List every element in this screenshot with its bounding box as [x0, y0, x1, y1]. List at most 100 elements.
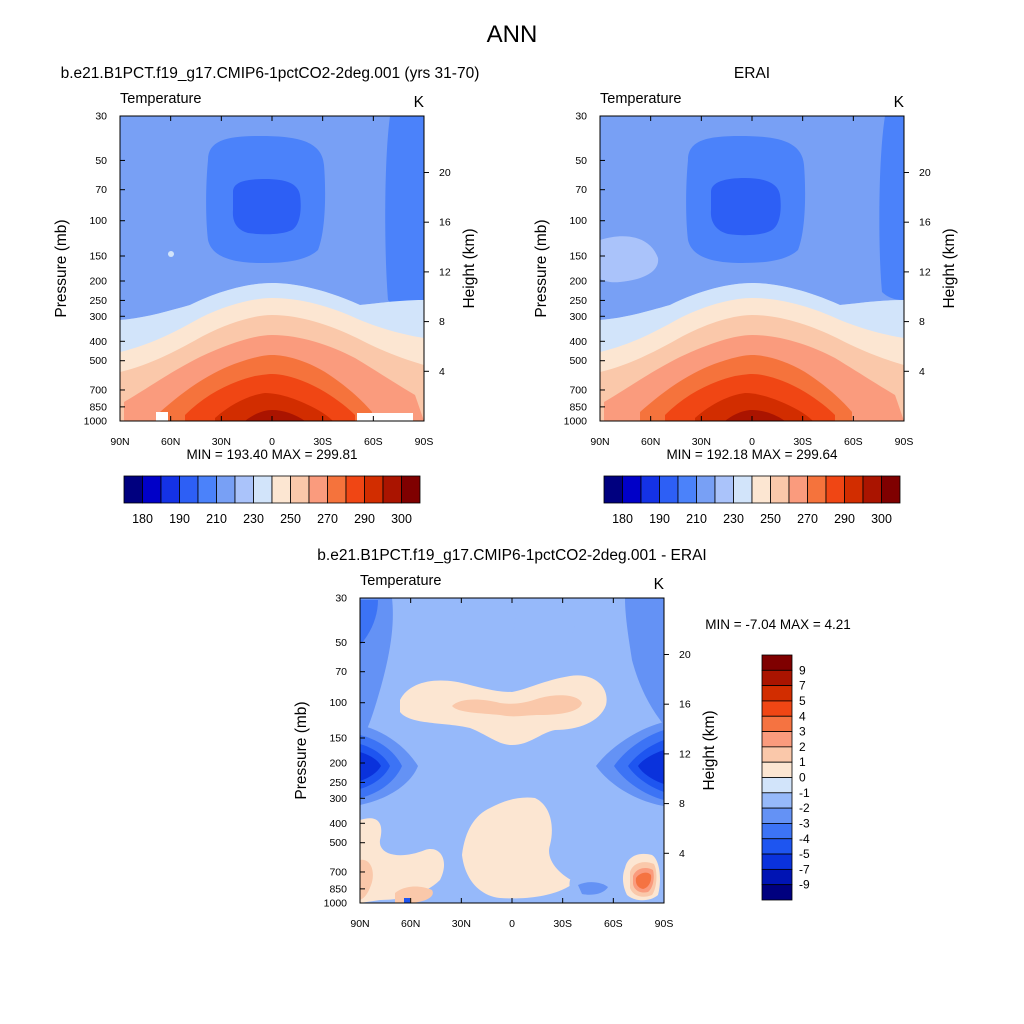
colorbar-swatch — [308, 475, 328, 504]
colorbar-tick-label: 290 — [354, 512, 375, 526]
panel-diff: b.e21.B1PCT.f19_g17.CMIP6-1pctCO2-2deg.0… — [293, 547, 851, 930]
y-tick-label: 300 — [569, 311, 587, 323]
panel-diff-colorbar: 9 754 321 0-1-2-3 -4-5-7 -9 — [761, 654, 810, 901]
colorbar-swatch — [714, 475, 734, 504]
colorbar-tick-label: 3 — [799, 725, 806, 739]
panel-diff-axes: 30 50 70 100 150 200 250 300 400 500 700 850 1000 20 1… — [293, 593, 718, 931]
panel-model-variable-label: Temperature — [120, 91, 201, 107]
x-tick-label: 30S — [553, 918, 572, 930]
contour-fill — [215, 393, 333, 421]
colorbar-tick-label: -9 — [799, 878, 810, 892]
colorbar-swatch — [881, 475, 901, 504]
colorbar-tick-label: 210 — [206, 512, 227, 526]
y-tick-label: 850 — [569, 401, 587, 413]
colorbar-swatch — [761, 685, 793, 702]
contour-fill — [360, 598, 664, 903]
colorbar-swatch — [733, 475, 753, 504]
y-tick-label: 300 — [89, 311, 107, 323]
y-axis-title: Pressure (mb) — [293, 701, 310, 799]
contour-fill — [462, 797, 575, 899]
colorbar-swatch — [761, 746, 793, 763]
colorbar-tick-label: 270 — [317, 512, 338, 526]
height-tick-label: 8 — [919, 316, 925, 328]
y-tick-label: 700 — [569, 384, 587, 396]
contour-fill — [635, 872, 652, 889]
figure-title: ANN — [487, 21, 538, 48]
height-tick-label: 12 — [679, 748, 691, 760]
colorbar-swatch — [382, 475, 402, 504]
panel-model-axes: 30 50 70 100 150 200 250 300 400 500 700 850 1000 20 1… — [53, 111, 478, 449]
colorbar-tick-label: 250 — [280, 512, 301, 526]
contour-fill — [625, 598, 664, 725]
y-tick-label: 30 — [95, 111, 107, 123]
colorbar-swatch — [761, 731, 793, 748]
y-tick-label: 70 — [575, 184, 587, 196]
colorbar-swatch — [640, 475, 660, 504]
y-tick-label: 70 — [95, 184, 107, 196]
colorbar-swatch — [761, 823, 793, 840]
x-tick-label: 30S — [313, 436, 332, 448]
y-tick-label: 200 — [329, 758, 347, 770]
colorbar-tick-label: -3 — [799, 816, 810, 830]
y-tick-label: 850 — [89, 401, 107, 413]
panel-model-stats: MIN = 193.40 MAX = 299.81 — [186, 447, 357, 462]
height-tick-label: 4 — [679, 848, 685, 860]
panel-model-contours — [120, 116, 424, 421]
y-tick-label: 100 — [569, 215, 587, 227]
x-tick-label: 60N — [641, 436, 660, 448]
panel-model-colorbar: 180 190 210 230 250 270 290 300 — [123, 475, 421, 526]
x-tick-label: 90S — [655, 918, 674, 930]
height-tick-label: 20 — [919, 167, 931, 179]
y-tick-label: 1000 — [84, 416, 108, 428]
x-tick-label: 90S — [895, 436, 914, 448]
y-tick-label: 500 — [329, 837, 347, 849]
colorbar-tick-label: 1 — [799, 755, 806, 769]
colorbar-swatch — [142, 475, 162, 504]
height-tick-label: 16 — [679, 699, 691, 711]
x-tick-label: 90N — [350, 918, 369, 930]
colorbar-swatch — [788, 475, 808, 504]
panel-diff-units-label: K — [654, 576, 665, 593]
colorbar-tick-label: 300 — [871, 512, 892, 526]
colorbar-tick-label: 230 — [723, 512, 744, 526]
colorbar-swatch — [761, 792, 793, 809]
colorbar-tick-label: -7 — [799, 862, 810, 876]
colorbar-swatch — [603, 475, 623, 504]
colorbar-swatch — [271, 475, 291, 504]
contour-fill — [695, 393, 813, 421]
colorbar-swatch — [160, 475, 180, 504]
colorbar-swatch — [825, 475, 845, 504]
colorbar-swatch — [761, 868, 793, 886]
x-tick-label: 60S — [844, 436, 863, 448]
colorbar-swatch — [807, 475, 827, 504]
panel-model-title: b.e21.B1PCT.f19_g17.CMIP6-1pctCO2-2deg.0… — [61, 65, 480, 82]
y-tick-label: 150 — [329, 732, 347, 744]
colorbar-tick-label: 9 — [799, 663, 806, 677]
colorbar-tick-label: -1 — [799, 786, 810, 800]
y-tick-label: 400 — [329, 818, 347, 830]
y-tick-label: 50 — [575, 155, 587, 167]
x-tick-label: 0 — [269, 436, 275, 448]
colorbar-swatch — [761, 807, 793, 824]
colorbar-swatch — [761, 715, 793, 732]
colorbar-tick-label: 250 — [760, 512, 781, 526]
y-axis-title: Pressure (mb) — [53, 219, 70, 317]
height-tick-label: 4 — [439, 366, 445, 378]
y-tick-label: 700 — [329, 866, 347, 878]
colorbar-swatch — [761, 884, 793, 901]
colorbar-tick-label: 190 — [649, 512, 670, 526]
colorbar-swatch — [761, 761, 793, 778]
y-tick-label: 500 — [89, 355, 107, 367]
colorbar-tick-label: 300 — [391, 512, 412, 526]
colorbar-tick-label: 7 — [799, 679, 806, 693]
colorbar-swatch — [290, 475, 310, 504]
colorbar-tick-label: 5 — [799, 694, 806, 708]
contour-fill — [156, 412, 168, 421]
y-tick-label: 500 — [569, 355, 587, 367]
y-tick-label: 300 — [329, 793, 347, 805]
contour-fill — [360, 818, 445, 903]
y-tick-label: 200 — [569, 276, 587, 288]
contour-fill — [578, 882, 608, 895]
contour-fill — [638, 750, 664, 784]
